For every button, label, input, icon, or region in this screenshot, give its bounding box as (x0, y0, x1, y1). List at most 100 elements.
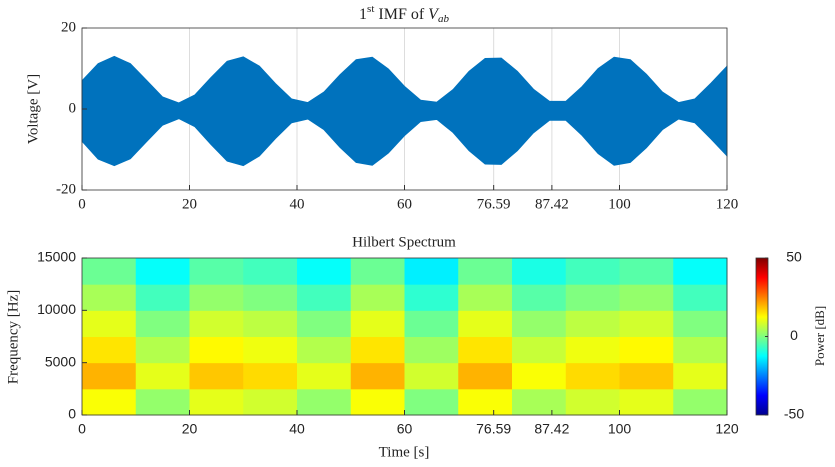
heatmap-cell (458, 310, 513, 337)
heatmap-cell (458, 258, 513, 285)
heatmap-cell (565, 336, 620, 364)
x-tick-label: 0 (78, 196, 86, 212)
y-axis-label: Voltage [V] (25, 74, 41, 144)
heatmap-cell (350, 284, 405, 311)
x-tick-label: 120 (715, 421, 739, 437)
heatmap-cell (82, 310, 137, 337)
heatmap-cell (82, 388, 137, 416)
heatmap-cell (404, 310, 459, 337)
title-part: V (428, 6, 440, 23)
heatmap-cell (350, 362, 405, 390)
heatmap-cell (350, 258, 405, 285)
heatmap-cell (619, 284, 674, 311)
heatmap-cell (565, 362, 620, 390)
heatmap-cell (619, 310, 674, 337)
heatmap-cell (512, 336, 567, 364)
heatmap-cell (458, 336, 513, 364)
heatmap-cell (565, 388, 620, 416)
heatmap-cell (135, 362, 190, 390)
heatmap-cell (458, 362, 513, 390)
heatmap-cell (458, 388, 513, 416)
heatmap-cell (512, 284, 567, 311)
heatmap-cell (243, 310, 298, 337)
x-tick-label: 120 (716, 196, 739, 212)
heatmap-cell (404, 284, 459, 311)
heatmap-cell (350, 310, 405, 337)
heatmap-cell (135, 388, 190, 416)
heatmap-cell (297, 336, 352, 364)
heatmap-cell (619, 388, 674, 416)
x-tick-label: 20 (182, 196, 197, 212)
title-part: 1 (359, 6, 367, 23)
x-tick-label: 0 (78, 421, 86, 437)
heatmap-cell (297, 284, 352, 311)
heatmap-cell (673, 284, 728, 311)
heatmap-cell (189, 362, 244, 390)
heatmap-cell (243, 258, 298, 285)
y-tick-label: -20 (56, 181, 76, 197)
heatmap-cell (243, 336, 298, 364)
heatmap-cell (350, 336, 405, 364)
heatmap-cell (297, 388, 352, 416)
heatmap-cell (189, 336, 244, 364)
heatmap-cell (619, 362, 674, 390)
y-tick-label: 15000 (37, 249, 76, 265)
x-tick-label: 76.59 (477, 196, 511, 212)
heatmap-cell (82, 362, 137, 390)
heatmap-cell (404, 388, 459, 416)
heatmap-cell (82, 258, 137, 285)
heatmap-cell (135, 336, 190, 364)
x-axis-label: Time [s] (379, 444, 430, 460)
heatmap-cell (404, 362, 459, 390)
heatmap-cell (673, 258, 728, 285)
heatmap-cell (404, 336, 459, 364)
heatmap-cell (189, 258, 244, 285)
chart-title: Hilbert Spectrum (352, 234, 456, 250)
heatmap-cell (243, 362, 298, 390)
y-tick-label: 10000 (37, 301, 76, 317)
colorbar-tick-label: 0 (790, 327, 798, 343)
heatmap-cell (243, 284, 298, 311)
x-tick-label: 100 (608, 196, 631, 212)
heatmap-cell (512, 362, 567, 390)
heatmap-cell (243, 388, 298, 416)
heatmap-cell (673, 388, 728, 416)
y-axis-label: Frequency [Hz] (5, 290, 21, 385)
heatmap-cell (135, 258, 190, 285)
colorbar-label: Power [dB] (812, 306, 827, 366)
heatmap-cell (512, 258, 567, 285)
heatmap-cell (189, 388, 244, 416)
heatmap-cell (82, 336, 137, 364)
x-tick-label: 60 (397, 196, 412, 212)
heatmap-cell (297, 310, 352, 337)
x-tick-label: 40 (290, 196, 305, 212)
title-part: IMF of (374, 6, 428, 23)
y-tick-label: 0 (69, 100, 77, 116)
x-tick-label: 100 (608, 421, 632, 437)
heatmap-cell (135, 284, 190, 311)
heatmap-cell (673, 310, 728, 337)
heatmap-cell (673, 336, 728, 364)
heatmap-cell (512, 310, 567, 337)
heatmap-cell (619, 258, 674, 285)
heatmap-cell (512, 388, 567, 416)
heatmap-cell (565, 284, 620, 311)
colorbar-tick-label: 50 (786, 249, 802, 265)
heatmap-cell (404, 258, 459, 285)
heatmap-cell (189, 310, 244, 337)
heatmap-cell (350, 388, 405, 416)
heatmap-cell (297, 362, 352, 390)
x-tick-label: 87.42 (534, 421, 569, 437)
x-tick-label: 40 (289, 421, 305, 437)
title-part: ab (438, 13, 450, 25)
heatmap-cell (673, 362, 728, 390)
signal-envelope (81, 55, 728, 110)
heatmap-cell (565, 310, 620, 337)
x-tick-label: 87.42 (535, 196, 569, 212)
x-tick-label: 60 (397, 421, 413, 437)
signal-envelope (81, 108, 728, 167)
chart-title: 1st IMF of Vab (359, 3, 449, 25)
title-part: st (367, 3, 374, 15)
heatmap-cell (189, 284, 244, 311)
heatmap-cell (135, 310, 190, 337)
